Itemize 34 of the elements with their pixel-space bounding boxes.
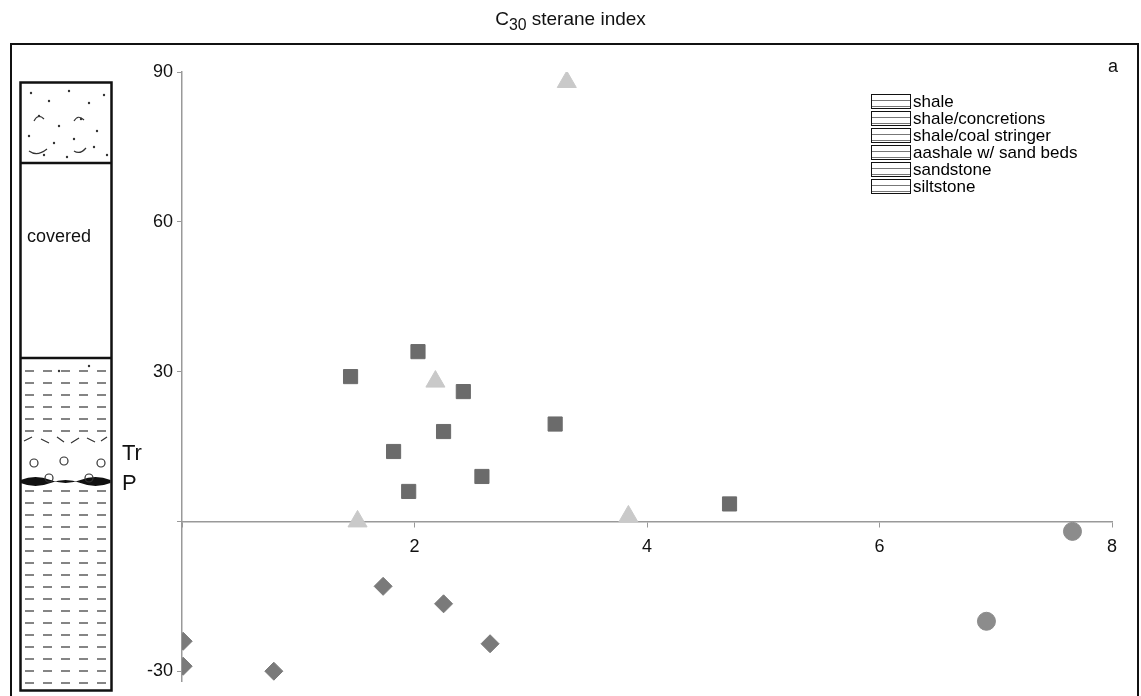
point — [264, 661, 284, 681]
annotation: siltstone — [913, 177, 976, 196]
point — [435, 423, 452, 440]
x-tick-label: 6 — [874, 536, 885, 557]
annotation: shale/concretions — [913, 109, 1046, 128]
text: Tr — [122, 440, 142, 466]
annotation: sandstone — [913, 160, 992, 179]
annotation: shale — [913, 92, 954, 111]
point — [342, 369, 359, 385]
point — [434, 594, 454, 614]
point — [976, 611, 996, 631]
chart-title: C$_{30}$ sterane index — [494, 8, 647, 34]
point — [401, 483, 417, 500]
point — [455, 384, 471, 400]
x-tick-label: 2 — [409, 536, 420, 557]
annotation: a — [1108, 56, 1119, 77]
point — [1062, 521, 1082, 541]
annotation: shale/coal stringer — [913, 126, 1051, 145]
x-tick-label: 8 — [1106, 536, 1118, 557]
y-tick-label: -30 — [146, 660, 173, 681]
y-tick-label: 30 — [152, 360, 173, 381]
point — [410, 344, 426, 360]
text: P — [122, 470, 137, 496]
point — [480, 634, 500, 654]
y-tick-label: 60 — [152, 210, 173, 231]
point — [547, 416, 563, 432]
annotation: aashale w/ sand beds — [913, 143, 1078, 162]
point — [386, 443, 402, 460]
y-tick-label: 90 — [152, 60, 173, 81]
point — [721, 496, 738, 512]
point — [474, 468, 490, 485]
text: covered — [27, 226, 92, 247]
x-tick-label: 4 — [641, 536, 653, 557]
point — [373, 576, 393, 596]
